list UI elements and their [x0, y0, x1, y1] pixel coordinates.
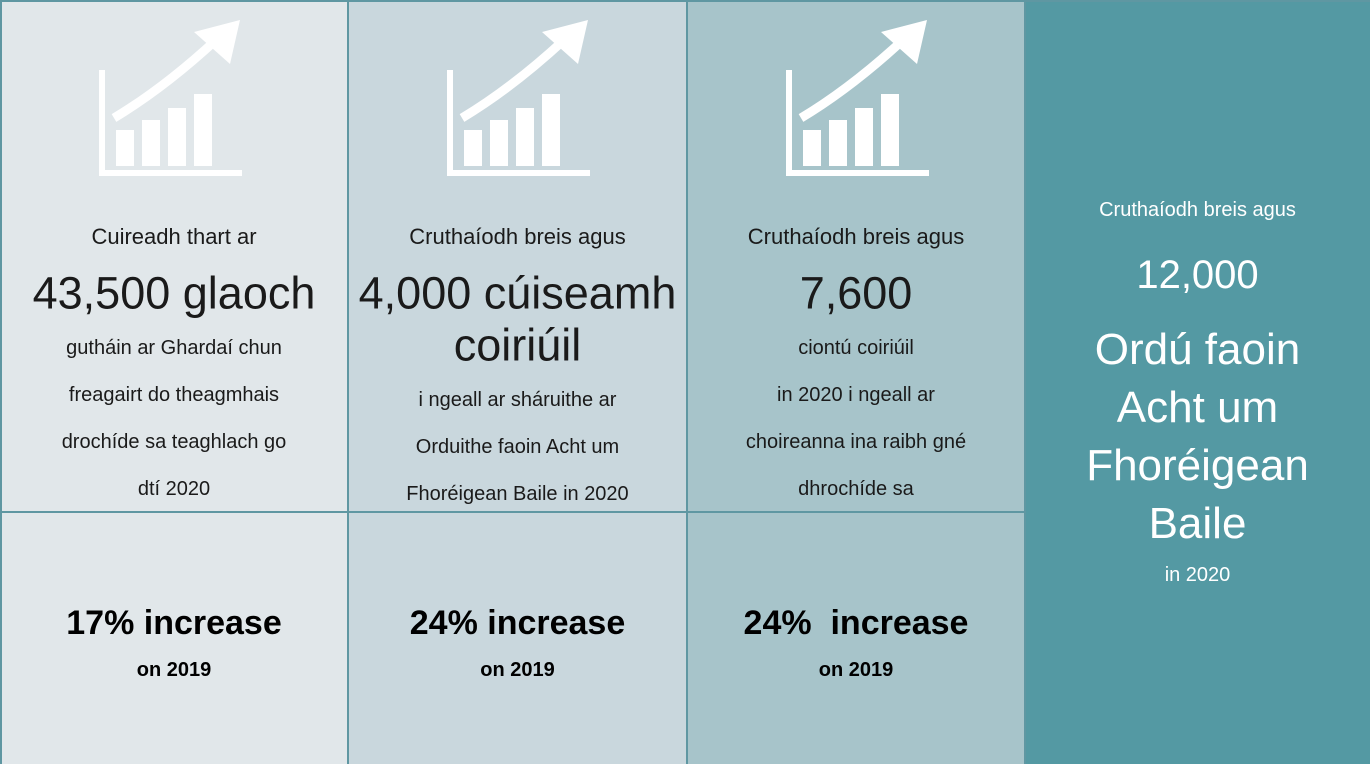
- baseline: on 2019: [136, 659, 212, 681]
- intro: Cruthaíodh breis agus: [747, 224, 965, 249]
- detail: freagairt do theagmhais: [68, 384, 280, 406]
- baseline: on 2019: [818, 659, 894, 681]
- detail: choireanna ina raibh gné: [745, 431, 967, 453]
- headline: 4,000 cúiseamh: [358, 267, 677, 319]
- increase: 24% increase: [743, 604, 969, 642]
- headline: Ordú faoin: [1094, 325, 1301, 374]
- detail: drochíde sa teaghlach go: [61, 431, 287, 453]
- panel: Cruthaíodh breis agus 4,000 cúiseamh coiri…: [348, 0, 687, 764]
- growth-icon: [447, 20, 590, 176]
- headline: Baile: [1148, 499, 1247, 548]
- baseline: on 2019: [480, 659, 555, 681]
- headline: 43,500 glaoch: [32, 267, 316, 319]
- detail: i ngeall ar sháruithe ar: [418, 389, 617, 411]
- divider: [347, 0, 349, 764]
- detail: gutháin ar Ghardaí chun: [66, 337, 282, 359]
- figure: 12,000: [1136, 253, 1259, 297]
- panel: Cruthaíodh breis agus 7,600 ciontú coiriúi…: [687, 0, 1025, 764]
- increase: 24% increase: [409, 604, 626, 642]
- intro: Cruthaíodh breis agus: [409, 224, 626, 249]
- detail: dtí 2020: [137, 478, 211, 500]
- headline: Fhoréigean: [1086, 441, 1309, 490]
- headline: Acht um: [1116, 383, 1279, 432]
- detail: in 2020 i ngeall ar: [777, 384, 935, 406]
- growth-icon: [99, 20, 242, 176]
- increase: 17% increase: [66, 604, 282, 642]
- headline: 7,600: [799, 267, 913, 319]
- note: in 2020: [1164, 564, 1231, 586]
- intro: Cuireadh thart ar: [91, 224, 257, 249]
- growth-icon: [786, 20, 929, 176]
- detail: Fhoréigean Baile in 2020: [406, 483, 629, 505]
- highlight-panel: Cruthaíodh breis agus 12,000 Ordú faoin Ach…: [1025, 0, 1370, 764]
- divider: [686, 0, 688, 764]
- detail: dhrochíde sa: [798, 478, 914, 500]
- headline: coiriúil: [453, 319, 582, 371]
- divider: [0, 0, 1370, 2]
- divider: [0, 511, 1025, 513]
- detail: Orduithe faoin Acht um: [415, 436, 620, 458]
- panel: Cuireadh thart ar 43,500 glaoch gutháin ar…: [0, 0, 348, 764]
- divider: [0, 0, 2, 764]
- divider: [1024, 0, 1026, 764]
- intro: Cruthaíodh breis agus: [1099, 199, 1296, 221]
- detail: ciontú coiriúil: [798, 337, 914, 359]
